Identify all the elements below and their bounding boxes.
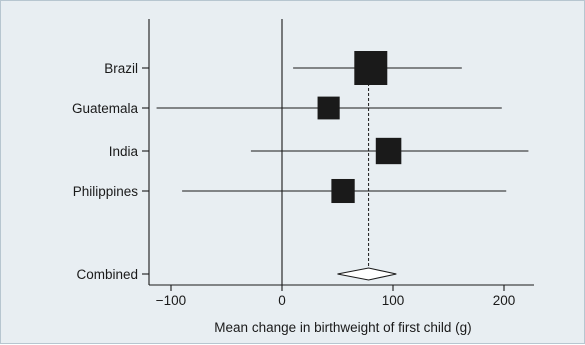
study-row: Guatemala [72, 96, 502, 120]
point-estimate-box [354, 51, 388, 85]
x-tick-label: 100 [382, 293, 405, 308]
combined-label: Combined [76, 267, 138, 282]
study-label: Guatemala [72, 101, 139, 116]
study-row: India [109, 137, 529, 165]
x-tick-label: 0 [278, 293, 286, 308]
study-row: Philippines [73, 178, 507, 204]
combined-diamond [337, 267, 397, 281]
x-axis-label: Mean change in birthweight of first chil… [214, 320, 471, 335]
point-estimate-box [331, 178, 355, 204]
study-label: India [109, 144, 139, 159]
x-tick-group: −100 0 100 200 [156, 285, 515, 308]
point-estimate-box [317, 96, 340, 120]
study-row: Brazil [104, 51, 462, 85]
x-tick-label: 200 [493, 293, 516, 308]
combined-row: Combined [76, 267, 397, 282]
x-tick-label: −100 [156, 293, 186, 308]
study-rows: Brazil Guatemala India Philippines [72, 51, 529, 204]
plot-axes [148, 19, 534, 286]
study-label: Brazil [104, 61, 138, 76]
study-label: Philippines [73, 184, 139, 199]
point-estimate-box [375, 137, 402, 165]
